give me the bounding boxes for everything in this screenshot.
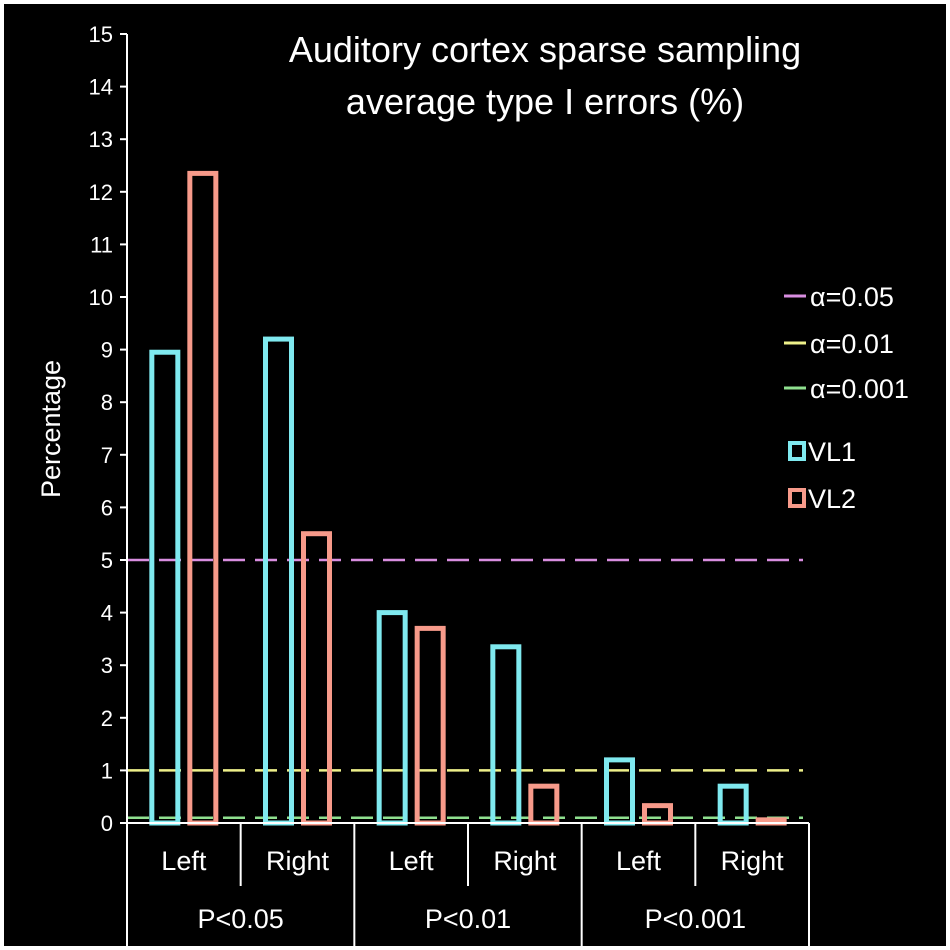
y-axis-label: Percentage <box>36 360 66 498</box>
x-category-label-0: Left <box>161 846 207 876</box>
y-tick-label-7: 7 <box>101 443 113 468</box>
bar-vl1-1 <box>263 336 294 826</box>
legend-label-vl1: VL1 <box>808 437 856 467</box>
legend-label-ref-2: α=0.001 <box>810 374 909 404</box>
legend-label-vl2: VL2 <box>808 484 856 514</box>
x-category-label-3: Right <box>493 846 557 876</box>
y-tick-label-6: 6 <box>101 495 113 520</box>
bars <box>149 170 787 826</box>
y-tick-label-13: 13 <box>89 127 113 152</box>
y-tick-label-14: 14 <box>89 75 113 100</box>
y-tick-label-2: 2 <box>101 706 113 731</box>
y-tick-label-0: 0 <box>101 811 113 836</box>
bar-vl2-4 <box>642 803 673 826</box>
legend-swatch-vl2 <box>788 488 806 508</box>
chart-title-line-2: average type I errors (%) <box>346 81 744 122</box>
x-group-label-2: P<0.001 <box>645 904 746 934</box>
legend-label-ref-0: α=0.05 <box>810 282 894 312</box>
chart-frame: Auditory cortex sparse sampling average … <box>4 4 946 946</box>
y-tick-label-9: 9 <box>101 338 113 363</box>
y-tick-label-12: 12 <box>89 180 113 205</box>
x-group-label-1: P<0.01 <box>425 904 511 934</box>
y-tick-label-15: 15 <box>89 22 113 47</box>
y-tick-label-1: 1 <box>101 758 113 783</box>
legend: α=0.05 α=0.01 α=0.001 VL1 VL2 <box>784 282 909 514</box>
x-category-label-4: Left <box>616 846 662 876</box>
x-category-label-5: Right <box>721 846 785 876</box>
bar-vl2-0 <box>187 170 219 826</box>
y-tick-label-8: 8 <box>101 390 113 415</box>
bar-vl1-2 <box>376 610 408 826</box>
bar-vl1-3 <box>490 644 522 826</box>
bar-vl2-2 <box>414 625 446 826</box>
x-category-label-1: Right <box>266 846 330 876</box>
legend-label-ref-1: α=0.01 <box>810 329 894 359</box>
x-group-label-0: P<0.05 <box>198 904 284 934</box>
bar-chart: Auditory cortex sparse sampling average … <box>36 22 909 946</box>
y-tick-label-3: 3 <box>101 653 113 678</box>
y-tick-label-4: 4 <box>101 601 113 626</box>
y-tick-label-5: 5 <box>101 548 113 573</box>
bar-vl1-0 <box>149 349 181 826</box>
chart-title: Auditory cortex sparse sampling average … <box>289 29 801 122</box>
y-tick-label-11: 11 <box>90 232 113 257</box>
y-tick-label-10: 10 <box>89 285 113 310</box>
x-category-label-2: Left <box>389 846 435 876</box>
bar-vl2-1 <box>301 531 332 826</box>
reference-lines <box>127 558 803 819</box>
legend-swatch-vl1 <box>788 441 806 461</box>
chart-title-line-1: Auditory cortex sparse sampling <box>289 29 801 70</box>
